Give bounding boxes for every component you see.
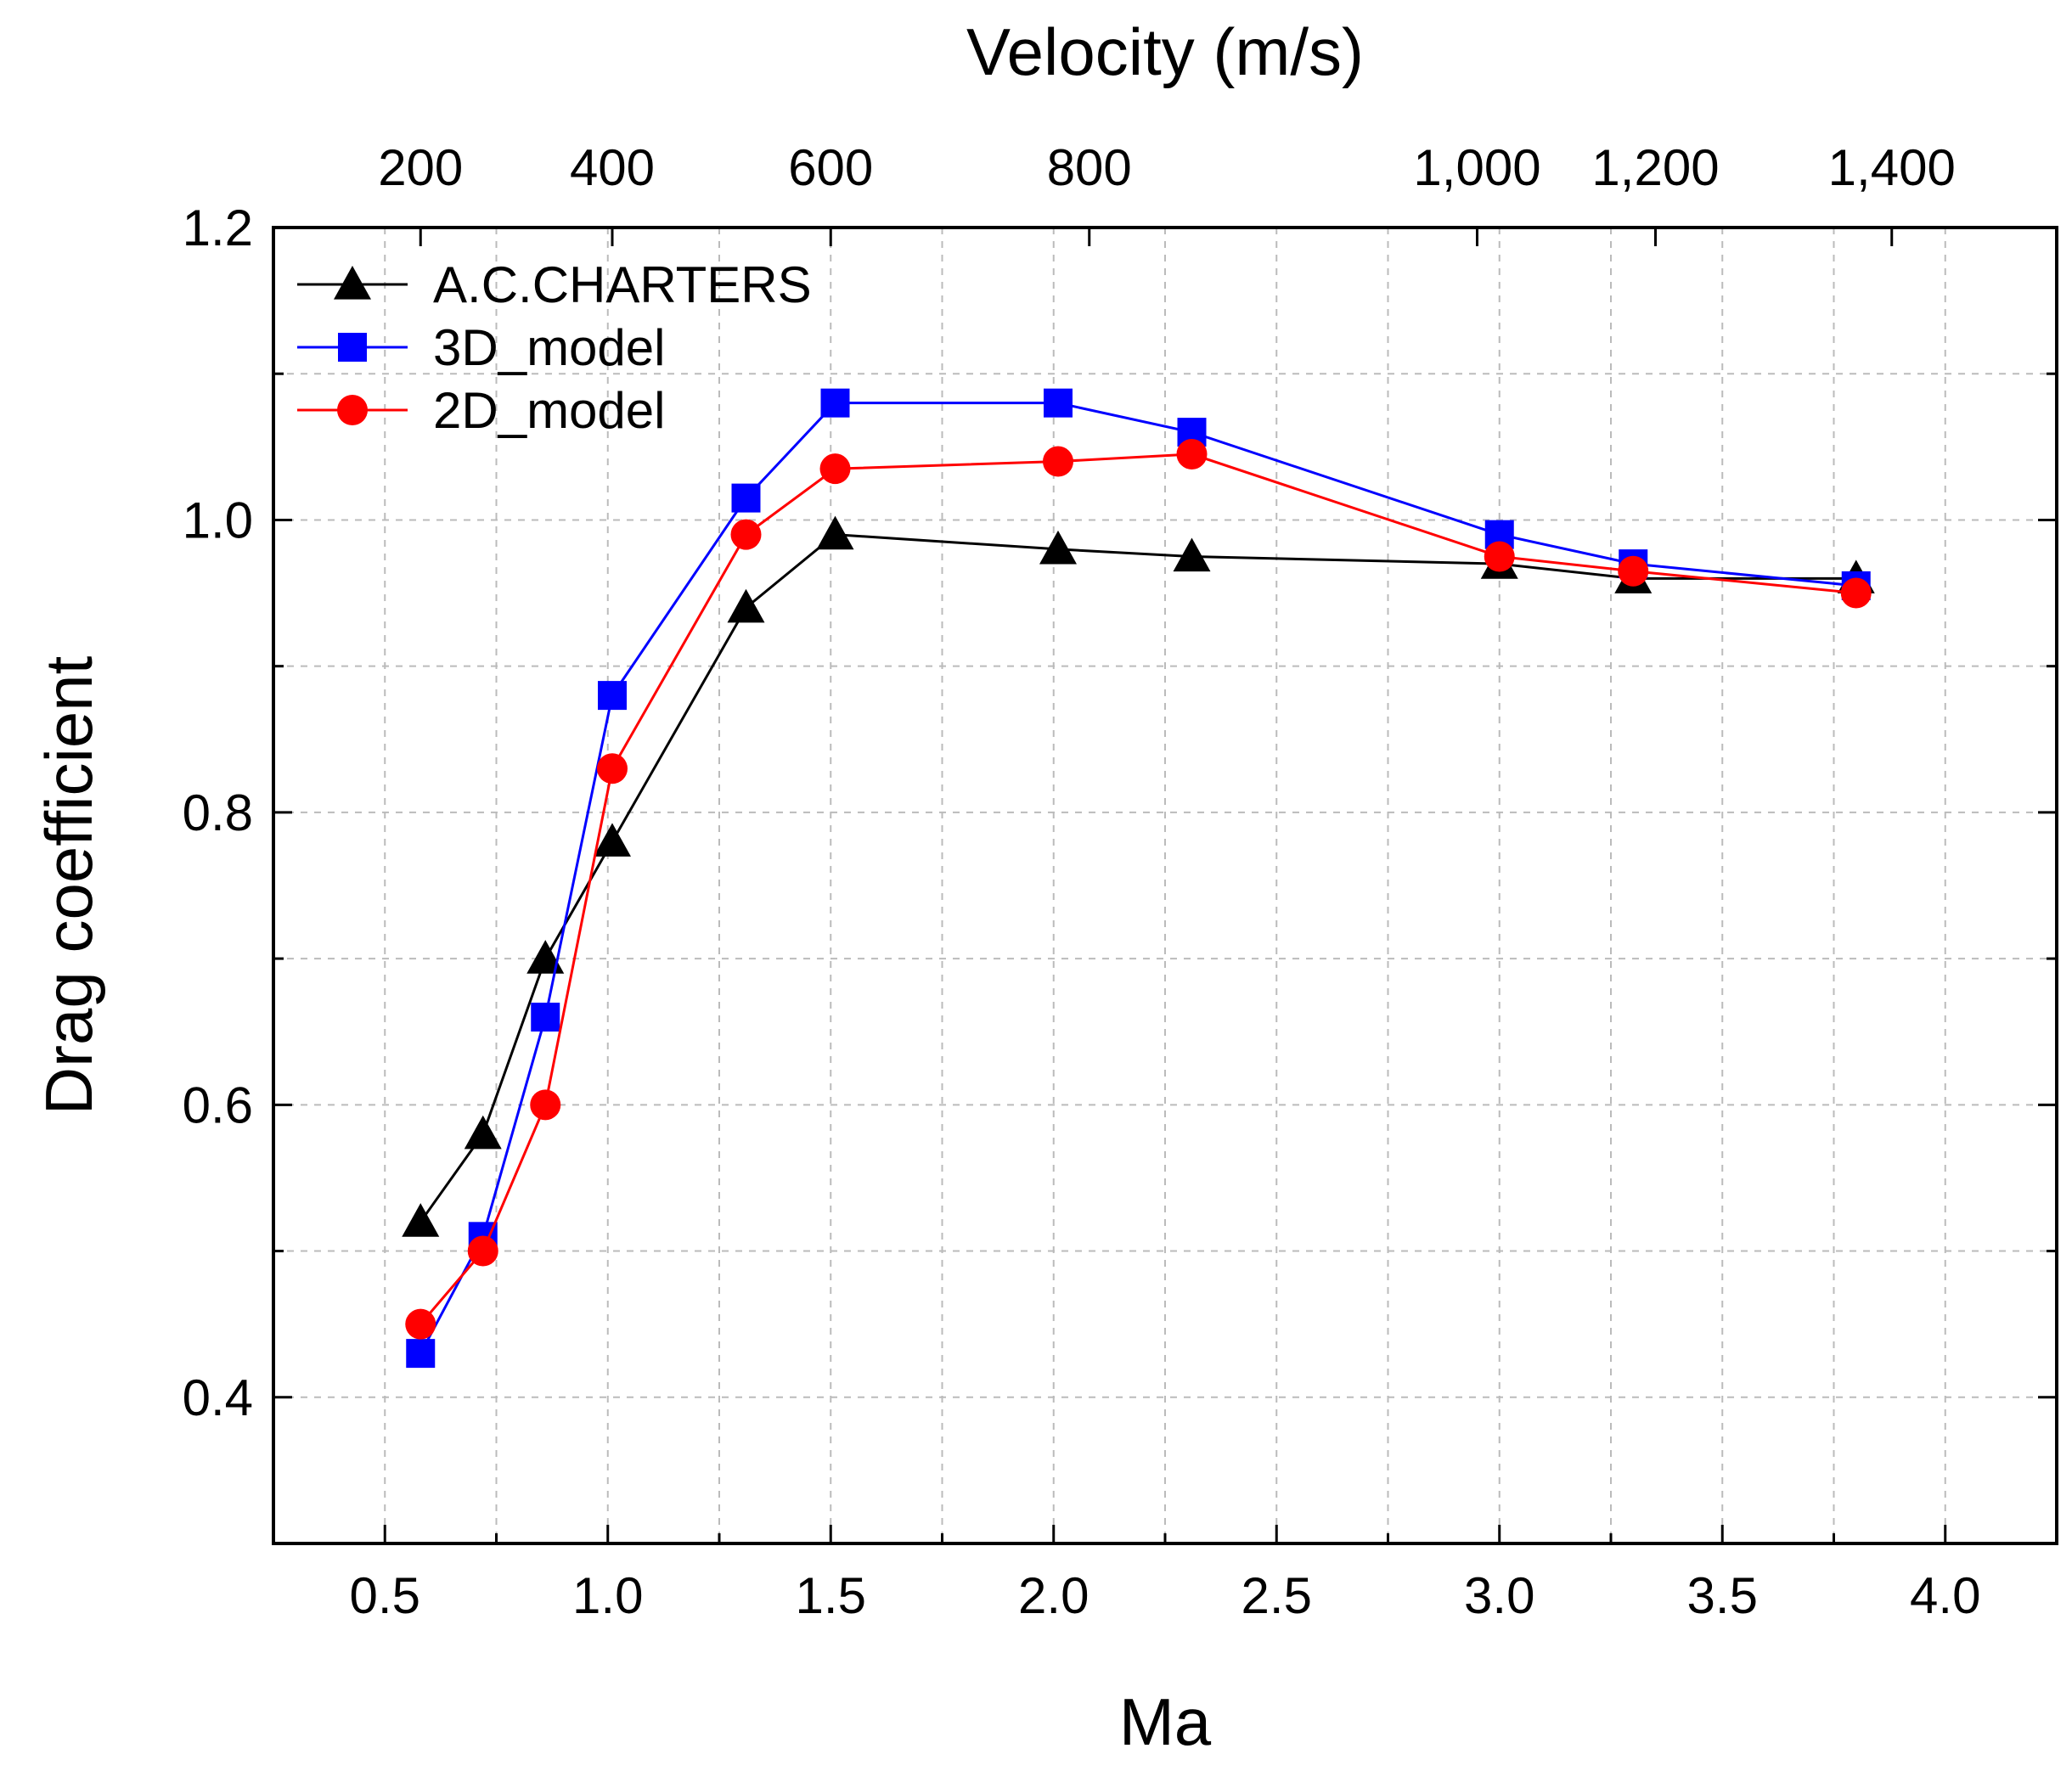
x2-tick-label: 1,400 — [1828, 139, 1956, 196]
data-point-circle — [1840, 577, 1872, 609]
data-point-triangle — [402, 1203, 440, 1237]
data-point-square — [406, 1339, 436, 1369]
legend-marker-circle — [337, 395, 368, 425]
legend-label: A.C.CHARTERS — [433, 256, 812, 313]
legend-item: A.C.CHARTERS — [297, 256, 812, 313]
data-point-circle — [1618, 555, 1649, 587]
y-axis-title: Drag coefficient — [31, 655, 106, 1115]
data-point-square — [820, 388, 850, 418]
data-point-circle — [1484, 541, 1515, 572]
x-axis-title: Ma — [1119, 1684, 1212, 1759]
data-point-triangle — [816, 515, 854, 550]
data-point-circle — [819, 453, 851, 485]
y-tick-label: 1.2 — [183, 200, 253, 256]
data-point-circle — [730, 519, 762, 550]
x-tick-label: 0.5 — [350, 1567, 420, 1624]
data-point-square — [598, 681, 627, 711]
data-point-square — [1044, 388, 1073, 418]
y-tick-label: 0.6 — [183, 1077, 253, 1133]
legend-item: 3D_model — [297, 319, 666, 376]
x-tick-label: 3.5 — [1687, 1567, 1758, 1624]
legend: A.C.CHARTERS 3D_model 2D_model — [297, 256, 812, 439]
series-line — [419, 402, 1856, 1354]
series-2d-model — [405, 438, 1872, 1340]
x2-tick-label: 1,200 — [1591, 139, 1719, 196]
legend-label: 3D_model — [433, 319, 666, 376]
data-point-triangle — [594, 823, 631, 857]
series-layer — [402, 388, 1875, 1369]
data-point-triangle — [727, 588, 765, 623]
legend-marker-square — [338, 333, 367, 362]
data-point-triangle — [1173, 537, 1211, 572]
data-point-circle — [405, 1308, 436, 1340]
data-point-triangle — [526, 940, 565, 974]
x2-axis-title: Velocity (m/s) — [966, 14, 1364, 89]
y-tick-label: 0.8 — [183, 784, 253, 841]
x-tick-label: 2.0 — [1018, 1567, 1089, 1624]
series-3d-model — [406, 388, 1871, 1369]
data-point-circle — [467, 1235, 498, 1267]
data-point-triangle — [1039, 530, 1077, 565]
data-point-circle — [1176, 438, 1208, 469]
data-point-square — [731, 483, 761, 513]
y-tick-label: 1.0 — [183, 492, 253, 548]
data-point-square — [531, 1003, 560, 1032]
data-point-circle — [597, 753, 628, 784]
legend-label: 2D_model — [433, 382, 666, 439]
x2-tick-label: 600 — [788, 139, 873, 196]
x2-tick-label: 200 — [378, 139, 463, 196]
x2-tick-label: 400 — [570, 139, 655, 196]
ticks-layer: 0.5 1.0 1.5 2.0 2.5 3.0 3.5 4.0 0.4 0.6 0.8 1.0 1.2 2… — [183, 139, 2057, 1624]
series-a-c-charters — [402, 515, 1875, 1237]
grid-layer — [273, 228, 2057, 1543]
x-tick-label: 3.0 — [1464, 1567, 1534, 1624]
data-point-triangle — [464, 1115, 502, 1150]
data-point-circle — [1043, 446, 1073, 477]
legend-item: 2D_model — [297, 382, 666, 439]
x-tick-label: 1.0 — [572, 1567, 643, 1624]
y-tick-label: 0.4 — [183, 1369, 253, 1426]
x2-tick-label: 800 — [1047, 139, 1132, 196]
x-tick-label: 1.5 — [796, 1567, 866, 1624]
data-point-circle — [530, 1089, 561, 1121]
x2-tick-label: 1,000 — [1413, 139, 1540, 196]
x-tick-label: 2.5 — [1242, 1567, 1312, 1624]
series-line — [419, 533, 1856, 1223]
x-tick-label: 4.0 — [1910, 1567, 1980, 1624]
legend-marker-triangle — [334, 266, 371, 300]
